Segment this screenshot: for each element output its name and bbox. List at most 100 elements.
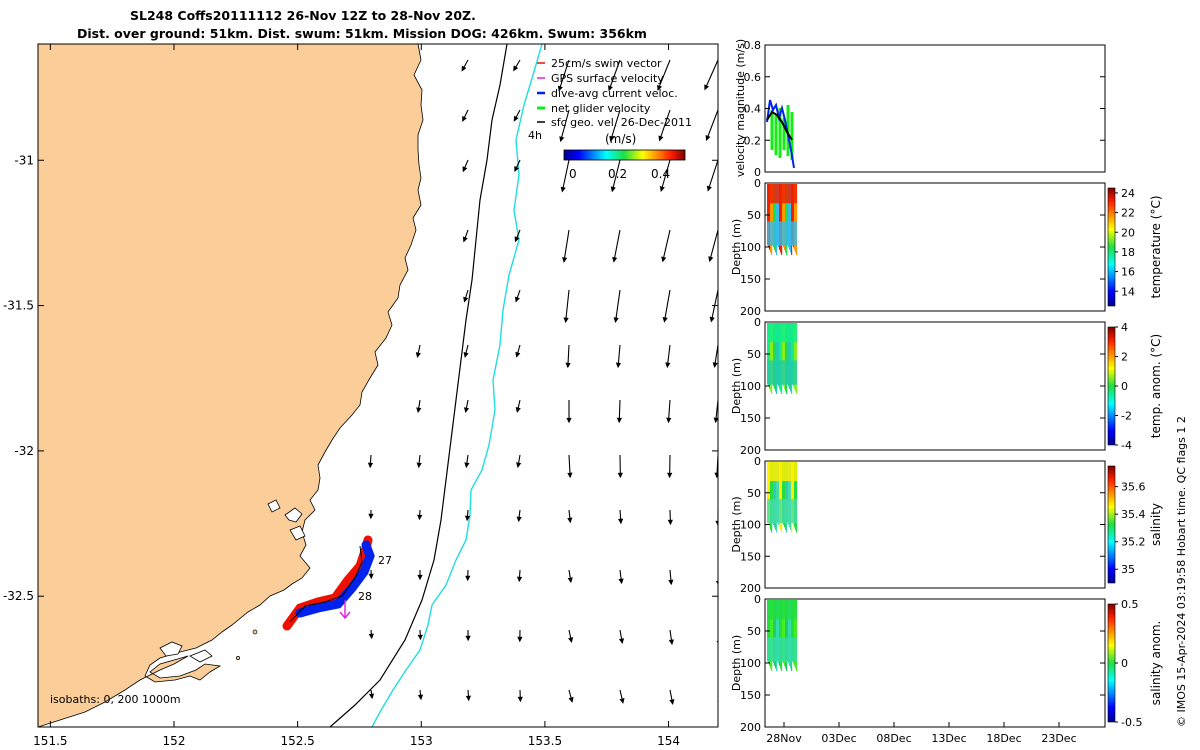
map-y-tick-label: -31.5 xyxy=(3,299,34,313)
depth-tick: 0 xyxy=(754,455,761,468)
legend-item-sfc-geo: sfc geo. vel. 26-Dec-2011 xyxy=(537,116,692,129)
colorbar-tick: 0 xyxy=(1121,657,1128,670)
velocity-y-tick: 0 xyxy=(754,166,761,179)
isobath-caption: isobaths: 0, 200 1000m xyxy=(50,693,181,706)
map-frame xyxy=(37,43,719,728)
map-y-tick-label: -31 xyxy=(14,153,34,167)
colorbar-tick: 35.6 xyxy=(1121,481,1146,494)
colorbar-tick: 35 xyxy=(1121,563,1135,576)
dive-avg-current-track xyxy=(295,540,375,618)
map-y-tick-label: -32.5 xyxy=(3,589,34,603)
day-label-27: 27 xyxy=(378,554,392,567)
colorbar-tick: 0.5 xyxy=(1121,598,1139,611)
depth-tick: 200 xyxy=(740,444,761,457)
colorbar xyxy=(1107,465,1116,584)
colorbar-tick: 0.2 xyxy=(608,167,627,181)
map-x-tick-label: 153.5 xyxy=(528,734,562,748)
svg-text:GPS surface velocity: GPS surface velocity xyxy=(551,72,664,85)
map-x-tick-label: 152.5 xyxy=(280,734,314,748)
colorbar-tick: 0 xyxy=(1121,380,1128,393)
depth-tick: 150 xyxy=(740,689,761,702)
depth-tick: 200 xyxy=(740,305,761,318)
colorbar-tick: 14 xyxy=(1121,285,1135,298)
colorbar-tick: 18 xyxy=(1121,246,1135,259)
time-tick-label: 18Dec xyxy=(986,732,1021,745)
map-legend: 25cm/s swim vector GPS surface velocity … xyxy=(537,57,692,129)
time-tick-label: 03Dec xyxy=(821,732,856,745)
time-tick-label: 23Dec xyxy=(1041,732,1076,745)
label-4h: 4h xyxy=(528,129,542,142)
time-tick-label: 13Dec xyxy=(931,732,966,745)
velocity-panel-frame xyxy=(764,44,1106,173)
velocity-series xyxy=(766,99,795,169)
depth-ylabel: Depth (m) xyxy=(730,219,743,275)
colorbar-tick: -2 xyxy=(1121,410,1132,423)
colorbar-tick: 35.2 xyxy=(1121,536,1146,549)
colorbar-label: (m/s) xyxy=(605,132,636,146)
velocity-y-tick: 0.6 xyxy=(744,71,762,84)
svg-text:dive-avg current veloc.: dive-avg current veloc. xyxy=(551,87,678,100)
map-axis-ticks: 151.5 152 152.5 153 153.5 154 -31 -31.5 -32 -32.5 xyxy=(3,44,718,748)
depth-tick: 100 xyxy=(740,657,761,670)
map-y-tick-label: -32 xyxy=(14,444,34,458)
svg-text:25cm/s swim vector: 25cm/s swim vector xyxy=(551,57,662,70)
depth-tick: 200 xyxy=(740,721,761,734)
colorbar-tick: 35.4 xyxy=(1121,508,1146,521)
velocity-y-tick: 0.8 xyxy=(744,39,762,52)
legend-item-net: net glider velocity xyxy=(537,102,651,115)
colorbar-tick: 16 xyxy=(1121,266,1135,279)
legend-item-dive-avg: dive-avg current veloc. xyxy=(537,87,678,100)
glider-track xyxy=(282,535,375,631)
map-x-tick-label: 152 xyxy=(163,734,186,748)
depth-tick: 100 xyxy=(740,380,761,393)
colorbar-tick: 22 xyxy=(1121,207,1135,220)
colorbar-tick: 4 xyxy=(1121,321,1128,334)
time-tick-label: 28Nov xyxy=(766,732,802,745)
isobath-1000m xyxy=(371,44,543,727)
svg-text:sfc geo. vel. 26-Dec-2011: sfc geo. vel. 26-Dec-2011 xyxy=(551,116,692,129)
map-panel: 27 28 4h isobaths: 0, 200 1000m 151.5 152… xyxy=(3,43,719,748)
colorbar-tick: -0.5 xyxy=(1121,716,1142,729)
salinity-anomaly-panel: 0 50 100 150 200 Depth (m) 0.5 0 -0.5 salinity an… xyxy=(730,593,1163,734)
sfc-geo-velocity-vectors xyxy=(367,59,718,705)
colorbar-label: temperature (°C) xyxy=(1149,196,1163,299)
depth-tick: 150 xyxy=(740,273,761,286)
temp-anomaly-panel: 0 50 100 150 200 Depth (m) 4 2 0 -2 -4 temp. anom. … xyxy=(730,316,1163,457)
net-velocity-series xyxy=(770,105,794,160)
colorbar-tick: 2 xyxy=(1121,351,1128,364)
depth-tick: 0 xyxy=(754,316,761,329)
land-area xyxy=(38,44,424,727)
depth-tick: 50 xyxy=(747,625,761,638)
temperature-panel: 0 50 100 150 200 Depth (m) 24 22 20 18 16 14 tempera… xyxy=(730,177,1163,318)
credit-text: © IMOS 15-Apr-2024 03:19:58 Hobart time.… xyxy=(1175,416,1188,727)
colorbar-label: salinity xyxy=(1149,503,1163,546)
day-label-28: 28 xyxy=(358,590,372,603)
map-x-tick-label: 153 xyxy=(410,734,433,748)
colorbar-tick: -4 xyxy=(1121,439,1132,452)
velocity-y-tick: 0.4 xyxy=(744,103,762,116)
isobath-200m xyxy=(329,44,508,727)
velocity-y-tick: 0.2 xyxy=(744,134,762,147)
island-dot xyxy=(236,656,240,660)
depth-tick: 50 xyxy=(747,209,761,222)
gps-surface-velocity xyxy=(339,600,351,620)
colorbar xyxy=(1107,187,1116,307)
depth-ylabel: Depth (m) xyxy=(730,635,743,691)
colorbar-tick: 20 xyxy=(1121,226,1135,239)
depth-tick: 50 xyxy=(747,348,761,361)
legend-item-gps: GPS surface velocity xyxy=(537,72,664,85)
depth-tick: 100 xyxy=(740,519,761,532)
time-tick-label: 08Dec xyxy=(876,732,911,745)
depth-ylabel: Depth (m) xyxy=(730,496,743,552)
colorbar xyxy=(1107,603,1116,723)
colorbar-tick: 24 xyxy=(1121,187,1135,200)
colorbar-label: temp. anom. (°C) xyxy=(1149,334,1163,438)
svg-text:net glider velocity: net glider velocity xyxy=(551,102,651,115)
colorbar xyxy=(1107,326,1116,446)
depth-tick: 100 xyxy=(740,241,761,254)
island-dot xyxy=(252,629,258,635)
dive-avg-velocity-series xyxy=(766,99,795,169)
sfc-velocity-series xyxy=(766,110,793,141)
